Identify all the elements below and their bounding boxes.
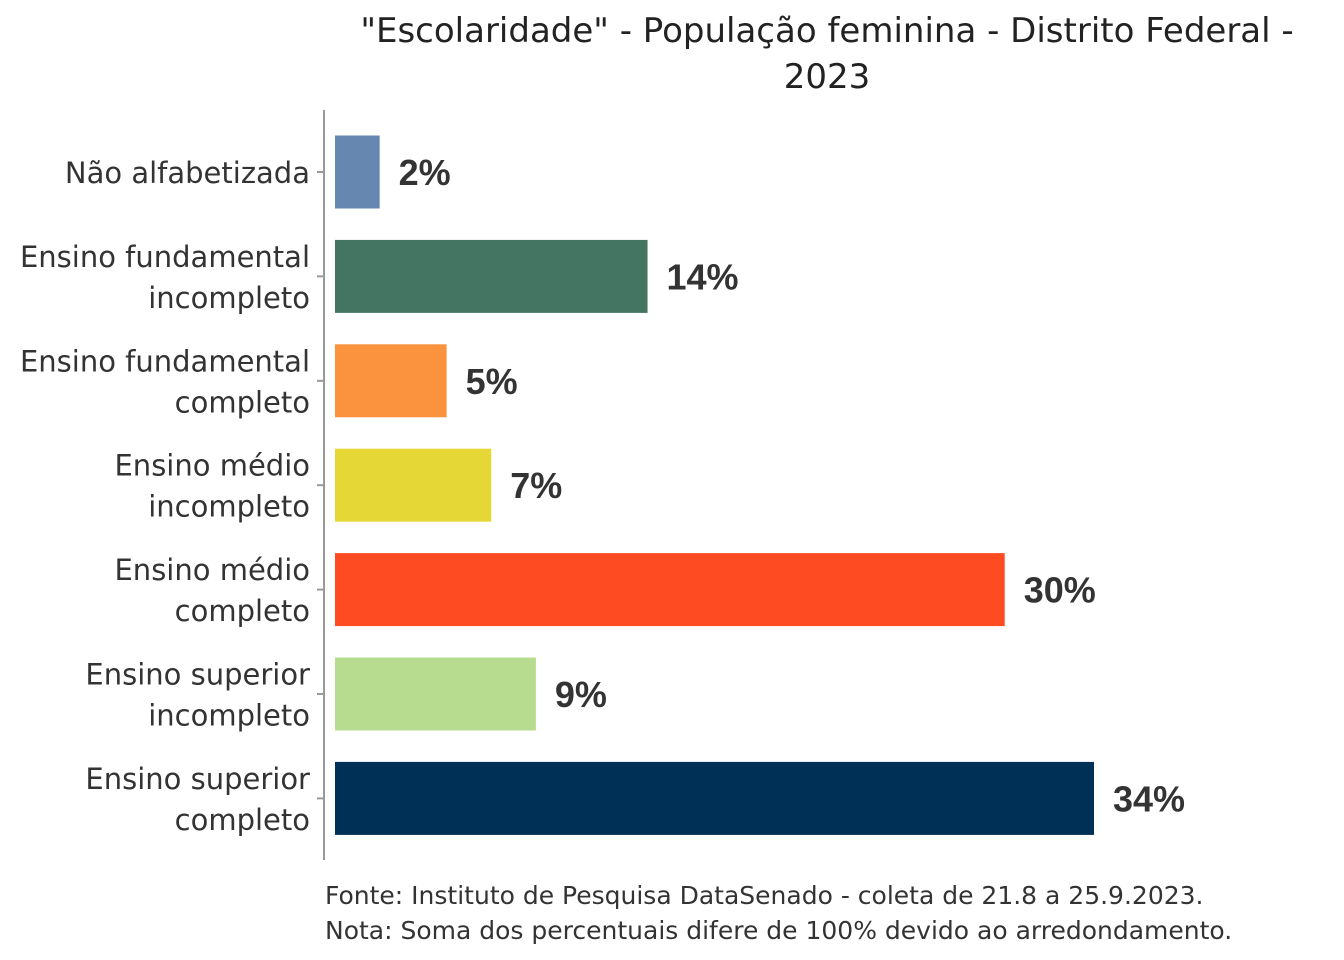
category-label: Ensino fundamental incompleto	[20, 240, 310, 315]
data-label: 9%	[555, 674, 607, 715]
data-label: 5%	[466, 361, 518, 402]
chart-notes: Fonte: Instituto de Pesquisa DataSenado …	[325, 878, 1232, 948]
source-note: Fonte: Instituto de Pesquisa DataSenado …	[325, 881, 1204, 910]
category-label: Não alfabetizada	[65, 156, 310, 190]
category-label: Ensino médio completo	[114, 553, 310, 628]
bar	[335, 135, 380, 209]
data-label: 30%	[1024, 570, 1096, 611]
category-label: Ensino superior incompleto	[85, 658, 310, 733]
data-label: 2%	[399, 152, 451, 193]
bar	[335, 239, 648, 313]
data-label: 14%	[667, 256, 739, 297]
bar	[335, 553, 1005, 627]
data-label: 34%	[1113, 778, 1185, 819]
bar	[335, 344, 447, 418]
bar	[335, 761, 1094, 835]
data-label: 7%	[510, 465, 562, 506]
category-label: Ensino superior completo	[85, 762, 310, 837]
bar	[335, 657, 536, 731]
rounding-note: Nota: Soma dos percentuais difere de 100…	[325, 916, 1233, 945]
chart-title: "Escolaridade" - População feminina - Di…	[360, 11, 1294, 97]
category-label: Ensino fundamental completo	[20, 344, 310, 419]
bar	[335, 448, 492, 522]
category-label: Ensino médio incompleto	[114, 449, 310, 524]
